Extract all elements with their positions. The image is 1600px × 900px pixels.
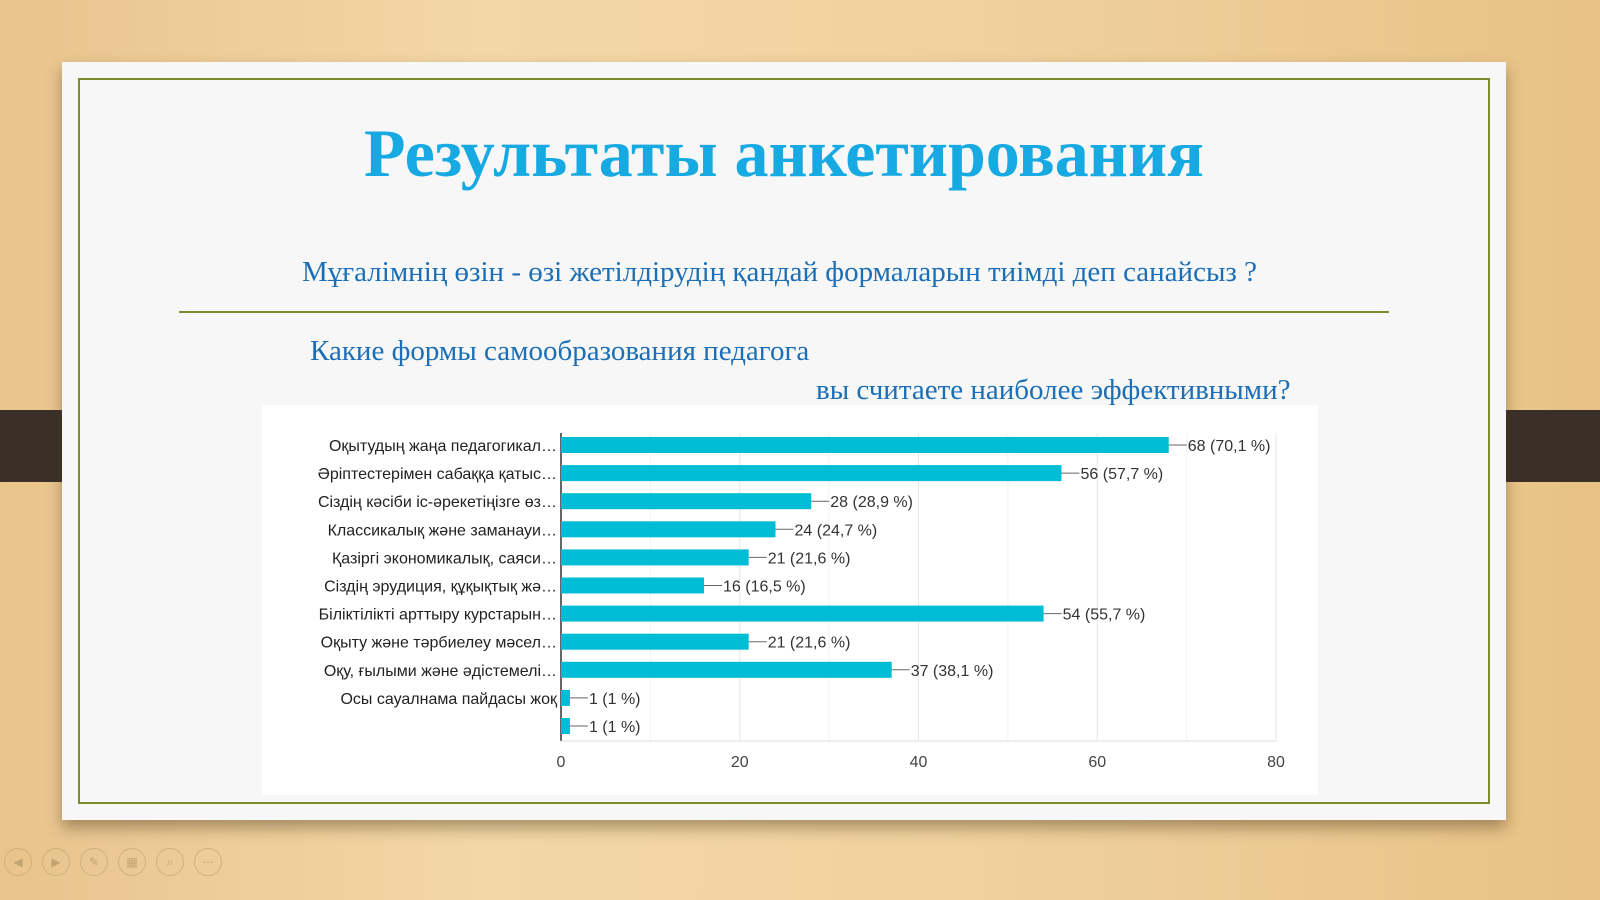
next-icon[interactable]: ▶ [42,848,70,876]
category-label: Қазіргі экономикалық, саяси… [332,550,557,567]
bar [561,437,1169,453]
x-tick-label: 0 [557,754,566,771]
bar [561,465,1062,482]
chart-panel: 0 20 40 60 80 68 (70,1 %) Оқытудың жаңа педаго… [262,405,1318,795]
bar [561,521,776,538]
data-label: 21 (21,6 %) [768,635,851,652]
category-label: Классикалық және заманауи… [328,522,557,539]
x-tick-label: 60 [1088,754,1106,771]
bar [561,689,570,706]
category-label: Сіздің кәсіби іс-әрекетіңізге өз… [318,494,557,511]
data-label: 16 (16,5 %) [723,579,806,596]
bar-chart: 0 20 40 60 80 68 (70,1 %) Оқытудың жаңа педаго… [318,433,1285,771]
category-label: Осы сауалнама пайдасы жоқ [340,691,558,708]
x-tick-label: 80 [1267,754,1285,771]
bar [561,605,1044,622]
category-label: Әріптестерімен сабаққа қатыс… [318,466,557,483]
bar [561,577,704,594]
data-label: 37 (38,1 %) [911,663,994,680]
previous-icon[interactable]: ◀ [4,848,32,876]
divider [179,311,1389,313]
data-label: 54 (55,7 %) [1063,607,1146,624]
x-tick-label: 20 [731,754,749,771]
data-label: 1 (1 %) [589,719,641,736]
bar [561,661,892,678]
category-label: Оқыту және тәрбиелеу мәсел… [321,635,557,652]
data-label: 68 (70,1 %) [1188,438,1271,455]
data-label: 24 (24,7 %) [795,522,878,539]
pen-icon[interactable]: ✎ [80,848,108,876]
slide: Результаты анкетирования Мұғалімнің өзін… [62,62,1506,820]
question-russian-line2: вы считаете наиболее эффективными? [816,374,1291,406]
x-tick-label: 40 [910,754,928,771]
category-label: Оқытудың жаңа педагогикал… [329,438,557,455]
category-label: Біліктілікті арттыру курстарын… [319,607,557,624]
more-icon[interactable]: ⋯ [194,848,222,876]
category-label: Оқу, ғылыми және әдістемелі… [324,663,557,680]
question-kazakh: Мұғалімнің өзін - өзі жетілдірудің қанда… [302,256,1258,288]
bar [561,549,749,566]
question-russian-line1: Какие формы самообразования педагога [310,335,810,367]
slides-icon[interactable]: ▦ [118,848,146,876]
bar [561,718,570,734]
slide-frame [78,78,1490,804]
data-label: 56 (57,7 %) [1081,466,1164,483]
data-label: 28 (28,9 %) [830,494,913,511]
category-label: Сіздің эрудиция, құқықтық жә… [324,579,557,596]
slideshow-controls: ◀ ▶ ✎ ▦ ⌕ ⋯ [4,848,222,876]
data-label: 21 (21,6 %) [768,550,851,567]
slide-title: Результаты анкетирования [364,115,1204,191]
bar [561,493,812,510]
bar [561,633,749,650]
zoom-icon[interactable]: ⌕ [156,848,184,876]
data-label: 1 (1 %) [589,691,641,708]
